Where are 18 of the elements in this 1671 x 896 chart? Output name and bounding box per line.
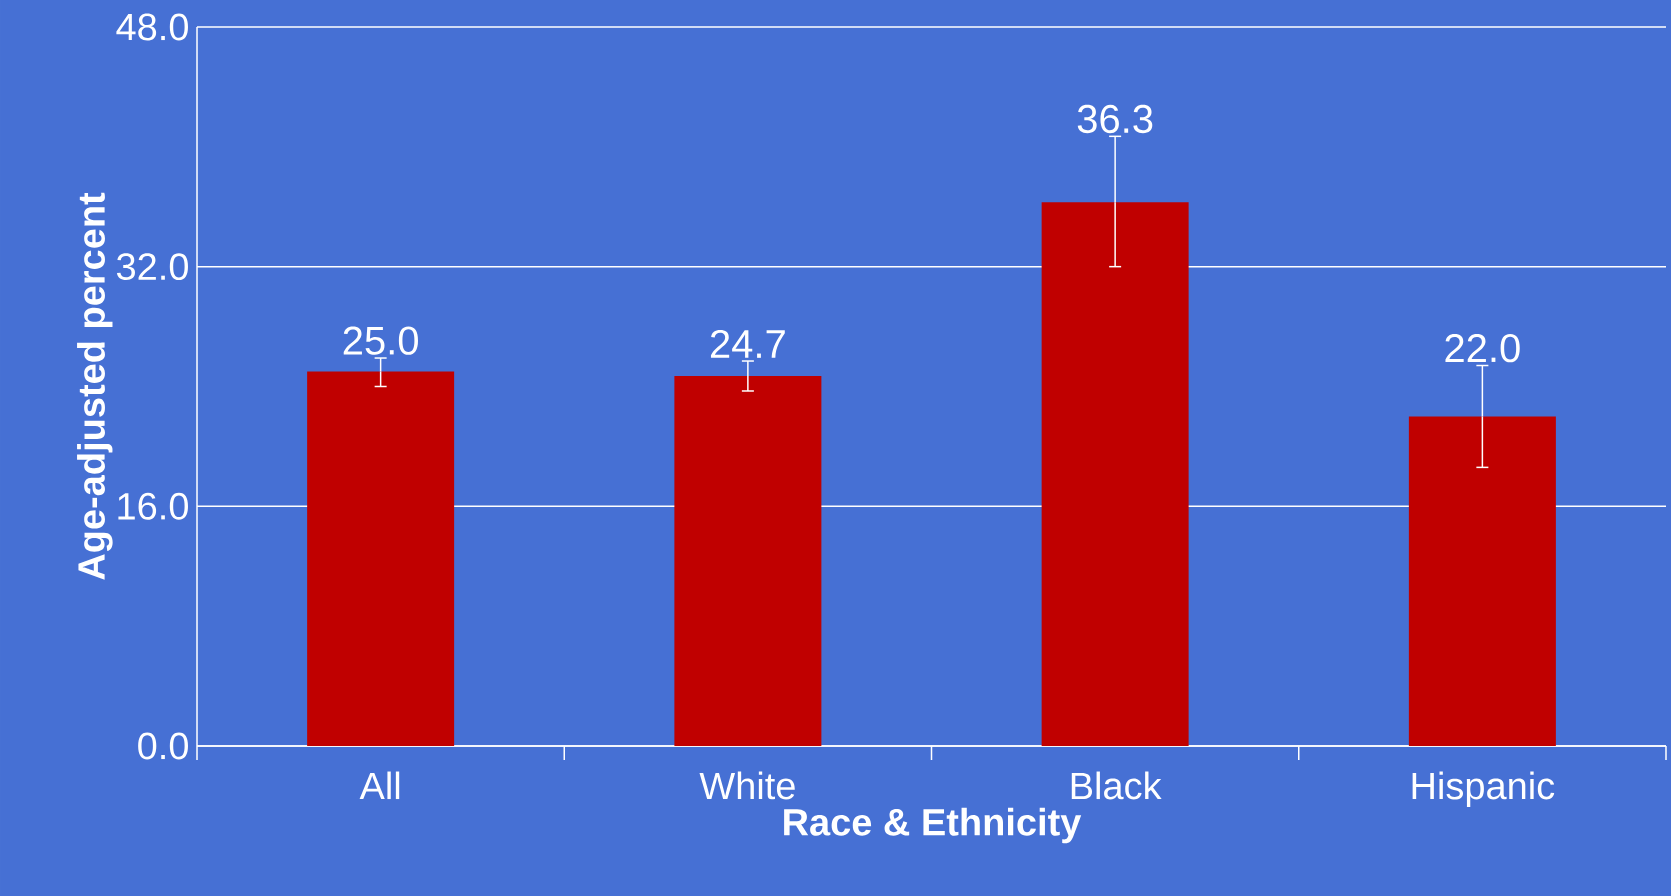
x-tick-label: All [359,771,400,800]
y-tick-label: 48.0 [116,13,188,41]
bar [674,376,822,746]
bar [1408,416,1556,746]
x-tick-label: White [699,771,795,800]
bar [307,371,455,746]
bar [1041,202,1189,746]
y-tick-label: 0.0 [138,732,188,760]
data-label: 22.0 [1445,333,1520,363]
data-label: 24.7 [710,329,785,358]
x-tick-label: Black [1071,771,1162,800]
y-axis-title: Age-adjusted percent [77,192,113,580]
y-tick-label: 16.0 [118,492,188,520]
x-axis-title: Race & Ethnicity [784,807,1082,844]
y-tick-label: 32.0 [116,253,188,281]
x-tick-label: Hispanic [1412,771,1555,807]
data-label: 25.0 [343,326,418,355]
data-label: 36.3 [1077,104,1153,134]
